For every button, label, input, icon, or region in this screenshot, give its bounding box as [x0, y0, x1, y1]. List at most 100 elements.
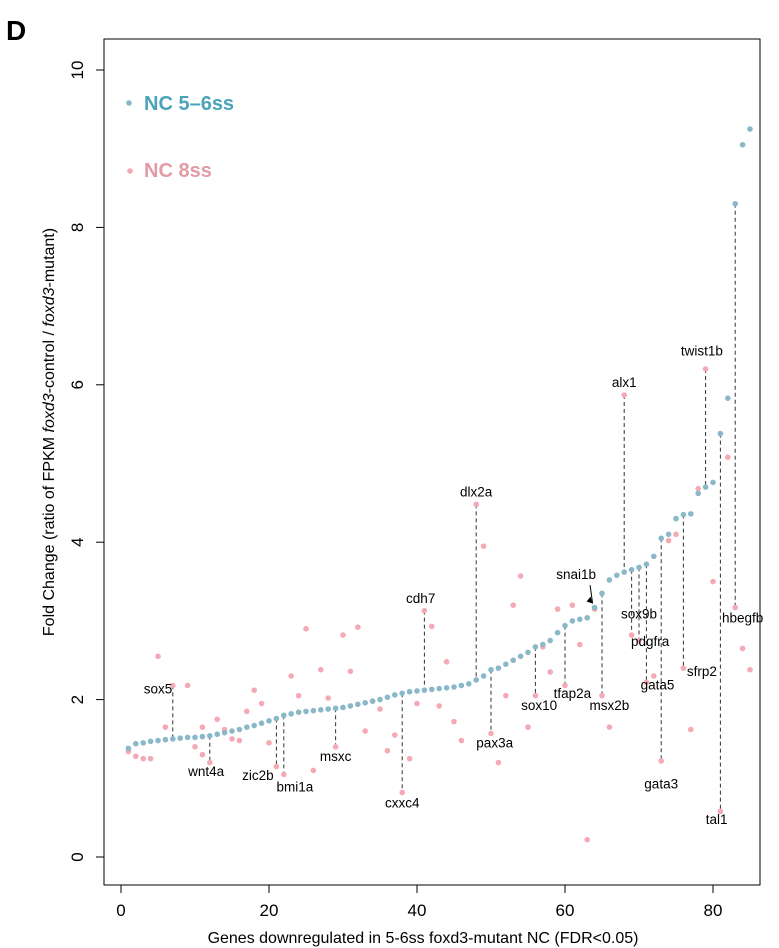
y-axis-ticks: 0 2 4 6 8 10 — [68, 61, 104, 862]
point-nc-5-6ss — [510, 657, 516, 664]
point-nc-8ss — [606, 724, 613, 730]
point-nc-5-6ss — [377, 696, 383, 703]
point-nc-5-6ss — [392, 692, 398, 698]
point-nc-5-6ss — [133, 740, 139, 747]
gene-label-sox5: sox5 — [144, 681, 173, 696]
point-nc-8ss — [155, 653, 161, 660]
legend-marker-nc-8ss — [127, 168, 133, 174]
point-nc-8ss — [584, 836, 590, 843]
point-nc-8ss — [503, 692, 509, 699]
point-nc-8ss — [325, 695, 332, 701]
gene-label-dlx2a: dlx2a — [460, 485, 493, 500]
point-nc-5-6ss — [421, 687, 428, 693]
point-nc-5-6ss — [495, 665, 502, 671]
point-nc-5-6ss — [125, 745, 132, 752]
gene-label-pax3a: pax3a — [476, 736, 513, 751]
point-nc-8ss — [162, 724, 169, 730]
point-nc-5-6ss — [347, 703, 354, 709]
x-axis-title: Genes downregulated in 5-6ss foxd3-mutan… — [208, 930, 639, 947]
point-nc-8ss — [680, 665, 687, 671]
point-nc-5-6ss — [281, 712, 287, 719]
point-nc-5-6ss — [651, 553, 657, 560]
point-nc-5-6ss — [325, 706, 332, 712]
gene-label-hbegfb: hbegfb — [722, 610, 763, 625]
point-nc-8ss — [214, 716, 220, 723]
point-nc-8ss — [651, 673, 657, 679]
point-nc-8ss — [443, 659, 450, 665]
gene-label-tal1: tal1 — [706, 812, 728, 827]
point-nc-5-6ss — [244, 724, 250, 730]
legend-label-nc-5-6ss: NC 5–6ss — [144, 93, 234, 115]
y-tick-label: 6 — [68, 380, 87, 389]
point-nc-8ss — [295, 692, 302, 699]
gene-label-zic2b: zic2b — [242, 768, 274, 783]
point-nc-5-6ss — [443, 684, 450, 691]
point-nc-8ss — [688, 726, 694, 733]
point-nc-5-6ss — [406, 688, 413, 695]
point-nc-8ss — [562, 682, 568, 689]
point-nc-8ss — [577, 641, 583, 648]
point-nc-5-6ss — [303, 708, 309, 715]
plot-frame — [103, 38, 761, 886]
gene-label-gata5: gata5 — [641, 677, 675, 692]
point-nc-5-6ss — [695, 490, 701, 497]
point-nc-8ss — [192, 744, 198, 750]
point-nc-8ss — [184, 682, 191, 689]
point-nc-5-6ss — [332, 705, 339, 712]
point-nc-5-6ss — [673, 515, 679, 522]
point-nc-8ss — [569, 602, 576, 608]
point-nc-5-6ss — [288, 710, 295, 717]
point-nc-8ss — [621, 392, 627, 398]
point-nc-8ss — [480, 543, 487, 549]
point-nc-5-6ss — [636, 564, 642, 571]
point-nc-5-6ss — [584, 614, 590, 621]
point-nc-8ss — [355, 624, 361, 630]
point-nc-8ss — [599, 692, 605, 699]
point-nc-8ss — [739, 645, 746, 652]
point-nc-8ss — [266, 740, 272, 746]
point-nc-8ss — [147, 755, 154, 762]
point-nc-8ss — [473, 501, 480, 508]
point-nc-8ss — [725, 454, 731, 461]
point-nc-8ss — [288, 673, 295, 679]
point-nc-5-6ss — [229, 728, 235, 734]
point-nc-5-6ss — [458, 682, 465, 689]
point-nc-5-6ss — [547, 637, 553, 644]
point-nc-5-6ss — [214, 731, 220, 738]
point-nc-5-6ss — [480, 673, 487, 679]
legend: NC 5–6ss NC 8ss — [126, 93, 234, 182]
panel-letter: D — [6, 15, 26, 46]
point-nc-8ss — [732, 604, 738, 611]
axes: 0 20 40 60 80 0 2 4 6 8 10 Genes downregulated in… — [41, 38, 761, 947]
point-nc-8ss — [643, 679, 650, 686]
gene-label-pdgfra: pdgfra — [631, 634, 670, 649]
point-nc-5-6ss — [429, 686, 435, 693]
point-nc-5-6ss — [384, 694, 391, 701]
arrowhead-snai1b — [586, 596, 593, 604]
point-nc-5-6ss — [295, 709, 302, 715]
point-nc-8ss — [377, 706, 383, 712]
point-nc-5-6ss — [577, 616, 583, 623]
point-nc-5-6ss — [621, 569, 627, 575]
x-tick-label: 0 — [116, 901, 125, 920]
point-nc-8ss — [140, 755, 146, 762]
point-nc-5-6ss — [473, 677, 480, 683]
point-nc-8ss — [488, 730, 494, 737]
point-nc-5-6ss — [155, 737, 161, 744]
y-tick-label: 10 — [68, 61, 87, 80]
point-nc-8ss — [532, 692, 539, 699]
gene-label-alx1: alx1 — [612, 375, 637, 390]
gene-label-twist1b: twist1b — [681, 344, 723, 359]
point-nc-8ss — [406, 755, 413, 762]
point-nc-8ss — [332, 744, 339, 750]
legend-item-nc-5-6ss: NC 5–6ss — [126, 93, 234, 115]
point-nc-5-6ss — [665, 531, 672, 538]
point-nc-5-6ss — [273, 715, 280, 722]
point-nc-8ss — [658, 758, 664, 764]
point-nc-5-6ss — [258, 720, 265, 727]
y-axis-title: Fold Change (ratio of FPKM foxd3-control… — [41, 228, 58, 636]
point-nc-8ss — [747, 666, 753, 673]
point-nc-5-6ss — [643, 561, 650, 568]
point-nc-8ss — [429, 623, 435, 630]
point-nc-5-6ss — [710, 479, 716, 486]
